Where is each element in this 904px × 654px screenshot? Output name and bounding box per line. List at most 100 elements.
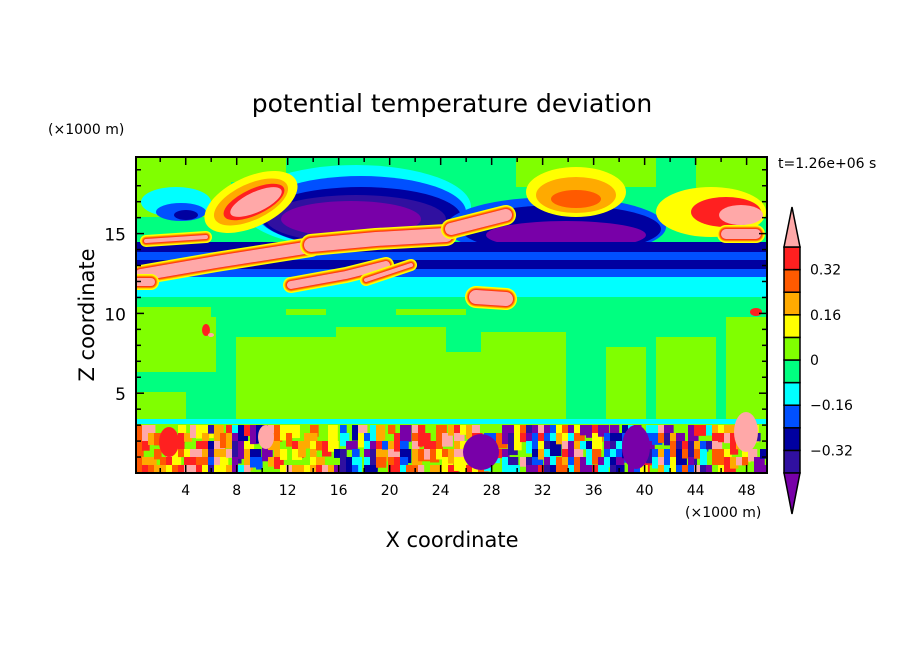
contour-region <box>586 465 595 473</box>
contour-region <box>454 449 462 462</box>
x-tick-label: 4 <box>181 483 190 499</box>
contour-region <box>604 433 613 449</box>
colorbar-box <box>783 449 801 474</box>
contour-region <box>280 449 288 460</box>
contour-region <box>526 441 537 454</box>
contour-region <box>370 465 378 473</box>
contour-region <box>532 441 541 453</box>
contour-region <box>136 425 143 436</box>
contour-region <box>586 449 593 467</box>
contour-region <box>226 433 238 449</box>
contour-region <box>388 457 396 467</box>
contour-region <box>718 433 728 443</box>
contour-region <box>424 449 435 460</box>
contour-region <box>562 457 572 471</box>
contour-region <box>760 449 767 459</box>
contour-region <box>136 317 216 372</box>
contour-region <box>460 457 468 469</box>
contour-region <box>634 465 641 473</box>
contour-region <box>214 425 224 442</box>
contour-region <box>352 465 359 473</box>
contour-region <box>532 449 539 458</box>
contour-region <box>336 327 446 422</box>
contour-region <box>250 457 259 468</box>
contour-region <box>136 252 767 262</box>
contour-region <box>688 425 698 437</box>
contour-region <box>154 465 165 473</box>
contour-region <box>388 425 396 435</box>
contour-region <box>514 425 522 435</box>
contour-region <box>274 433 283 442</box>
contour-region <box>346 465 358 473</box>
contour-region <box>556 457 567 469</box>
contour-region <box>712 441 723 456</box>
contour-region <box>208 441 220 451</box>
contour-region <box>754 457 765 467</box>
x-tick-label: 40 <box>636 483 654 499</box>
contour-region <box>358 433 366 448</box>
contour-region <box>214 465 226 473</box>
contour-region <box>136 277 767 299</box>
chart-title: potential temperature deviation <box>252 89 652 118</box>
contour-region <box>202 425 214 439</box>
contour-region <box>550 433 557 443</box>
contour-region <box>178 433 185 443</box>
contour-region <box>658 465 669 473</box>
contour-region <box>376 441 383 450</box>
contour-region <box>172 465 179 473</box>
contour-region <box>400 449 412 464</box>
contour-region <box>694 425 706 436</box>
contour-region <box>658 457 669 472</box>
contour-region <box>286 465 296 473</box>
contour-region <box>463 434 499 470</box>
contour-region <box>244 457 253 471</box>
contour-region <box>694 449 703 459</box>
contour-region <box>196 449 207 458</box>
contour-region <box>340 433 350 447</box>
contour-region <box>670 465 679 473</box>
contour-region <box>166 457 178 468</box>
contour-region <box>750 308 762 316</box>
contour-region <box>376 449 388 462</box>
contour-region <box>676 449 685 463</box>
contour-region <box>352 425 363 441</box>
contour-region <box>502 465 511 473</box>
contour-streak <box>469 290 513 306</box>
contour-region <box>526 425 538 434</box>
contour-region <box>664 465 675 473</box>
contour-region <box>508 433 516 444</box>
contour-region <box>664 449 676 461</box>
contour-region <box>310 433 318 444</box>
contour-region <box>172 449 182 466</box>
contour-region <box>244 441 255 457</box>
contour-region <box>670 457 679 470</box>
contour-region <box>394 433 405 448</box>
contour-region <box>460 441 469 451</box>
contour-region <box>400 457 409 466</box>
contour-region <box>604 449 616 462</box>
contour-region <box>604 457 616 468</box>
contour-region <box>418 465 425 473</box>
contour-region <box>682 449 692 459</box>
contour-region <box>616 449 628 463</box>
x-tick-label: 48 <box>738 483 756 499</box>
contour-region <box>268 457 279 467</box>
contour-region <box>196 425 208 439</box>
x-tick-label: 24 <box>432 483 450 499</box>
contour-region <box>670 433 678 443</box>
contour-region <box>442 457 454 473</box>
contour-region <box>502 457 510 468</box>
contour-region <box>412 457 423 466</box>
contour-region <box>610 465 621 473</box>
x-tick-label: 20 <box>381 483 399 499</box>
contour-region <box>664 425 674 440</box>
contour-region <box>628 465 637 473</box>
contour-region <box>226 449 235 458</box>
contour-region <box>568 457 575 472</box>
x-tick-label: 36 <box>585 483 603 499</box>
contour-region <box>370 433 382 443</box>
contour-region <box>250 425 258 435</box>
contour-region <box>610 433 621 444</box>
contour-region <box>726 317 767 422</box>
